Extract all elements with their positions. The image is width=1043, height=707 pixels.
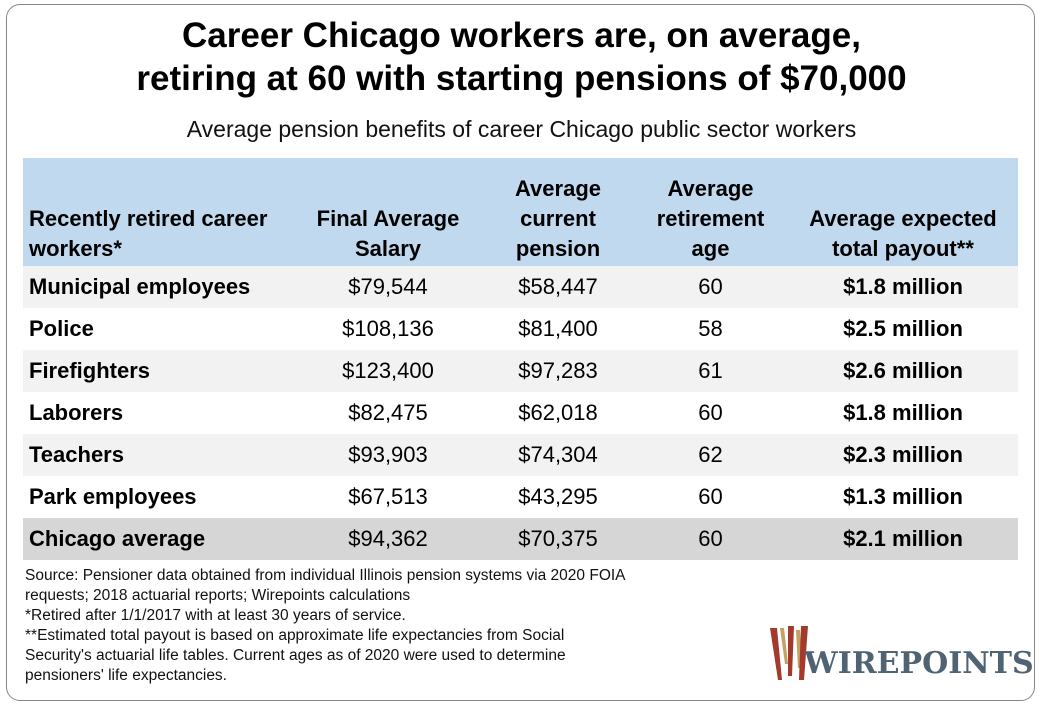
- table-header-row: Recently retired career workers* Final A…: [23, 158, 1018, 266]
- row-salary: $123,400: [293, 350, 483, 392]
- row-age: 62: [633, 434, 788, 476]
- row-pension: $70,375: [483, 518, 633, 560]
- title-line-2: retiring at 60 with starting pensions of…: [136, 59, 907, 98]
- row-age: 60: [698, 484, 723, 509]
- source-note: Source: Pensioner data obtained from ind…: [25, 567, 626, 604]
- row-age: 58: [698, 316, 723, 341]
- pension-table: Recently retired career workers* Final A…: [23, 158, 1018, 560]
- page-subtitle: Average pension benefits of career Chica…: [186, 116, 857, 142]
- table-row: Teachers $93,903 $74,304 62 $2.3 million: [23, 434, 1018, 476]
- row-payout: $1.3 million: [843, 484, 963, 509]
- row-name: Teachers: [23, 434, 293, 476]
- row-pension: $43,295: [518, 484, 598, 509]
- row-age: 60: [633, 266, 788, 308]
- row-pension: $81,400: [518, 316, 598, 341]
- row-salary: $67,513: [348, 484, 428, 509]
- row-pension: $62,018: [518, 400, 598, 425]
- footnote-payout: **Estimated total payout is based on app…: [25, 627, 566, 684]
- wirepoints-logo: WIREPOINTS: [768, 624, 1034, 684]
- footnotes: Source: Pensioner data obtained from ind…: [25, 566, 725, 686]
- row-payout: $2.5 million: [843, 316, 963, 341]
- row-pension: $74,304: [483, 434, 633, 476]
- header-salary: Final Average Salary: [293, 158, 483, 266]
- table-row: Police $108,136 $81,400 58 $2.5 million: [23, 308, 1018, 350]
- row-payout: $2.3 million: [788, 434, 1018, 476]
- row-payout: $1.8 million: [843, 400, 963, 425]
- row-age: 60: [633, 518, 788, 560]
- header-payout: Average expected total payout**: [788, 158, 1018, 266]
- row-salary: $93,903: [293, 434, 483, 476]
- row-salary: $82,475: [348, 400, 428, 425]
- row-salary: $108,136: [342, 316, 434, 341]
- row-name: Police: [29, 316, 94, 341]
- wirepoints-logo-text: WIREPOINTS: [804, 646, 1034, 681]
- table-row: Municipal employees $79,544 $58,447 60 $…: [23, 266, 1018, 308]
- header-pension: Average current pension: [483, 158, 633, 266]
- table-row: Firefighters $123,400 $97,283 61 $2.6 mi…: [23, 350, 1018, 392]
- wirepoints-mark-icon: [770, 626, 808, 680]
- row-age: 61: [633, 350, 788, 392]
- page-title: Career Chicago workers are, on average, …: [0, 14, 1043, 100]
- row-salary: $79,544: [293, 266, 483, 308]
- row-payout: $1.8 million: [788, 266, 1018, 308]
- row-age: 60: [698, 400, 723, 425]
- row-name: Firefighters: [23, 350, 293, 392]
- table-row: Park employees $67,513 $43,295 60 $1.3 m…: [23, 476, 1018, 518]
- row-salary: $94,362: [293, 518, 483, 560]
- header-workers: Recently retired career workers*: [23, 158, 293, 266]
- row-pension: $97,283: [483, 350, 633, 392]
- header-age: Average retirement age: [633, 158, 788, 266]
- title-line-1: Career Chicago workers are, on average,: [182, 16, 861, 55]
- row-name: Chicago average: [23, 518, 293, 560]
- table-row: Laborers $82,475 $62,018 60 $1.8 million: [23, 392, 1018, 434]
- row-name: Park employees: [29, 484, 197, 509]
- footnote-retired: *Retired after 1/1/2017 with at least 30…: [25, 607, 406, 624]
- table-row-average: Chicago average $94,362 $70,375 60 $2.1 …: [23, 518, 1018, 560]
- row-payout: $2.6 million: [788, 350, 1018, 392]
- row-name: Laborers: [29, 400, 124, 425]
- card-frame: [6, 4, 1035, 701]
- row-name: Municipal employees: [23, 266, 293, 308]
- row-payout: $2.1 million: [788, 518, 1018, 560]
- row-pension: $58,447: [483, 266, 633, 308]
